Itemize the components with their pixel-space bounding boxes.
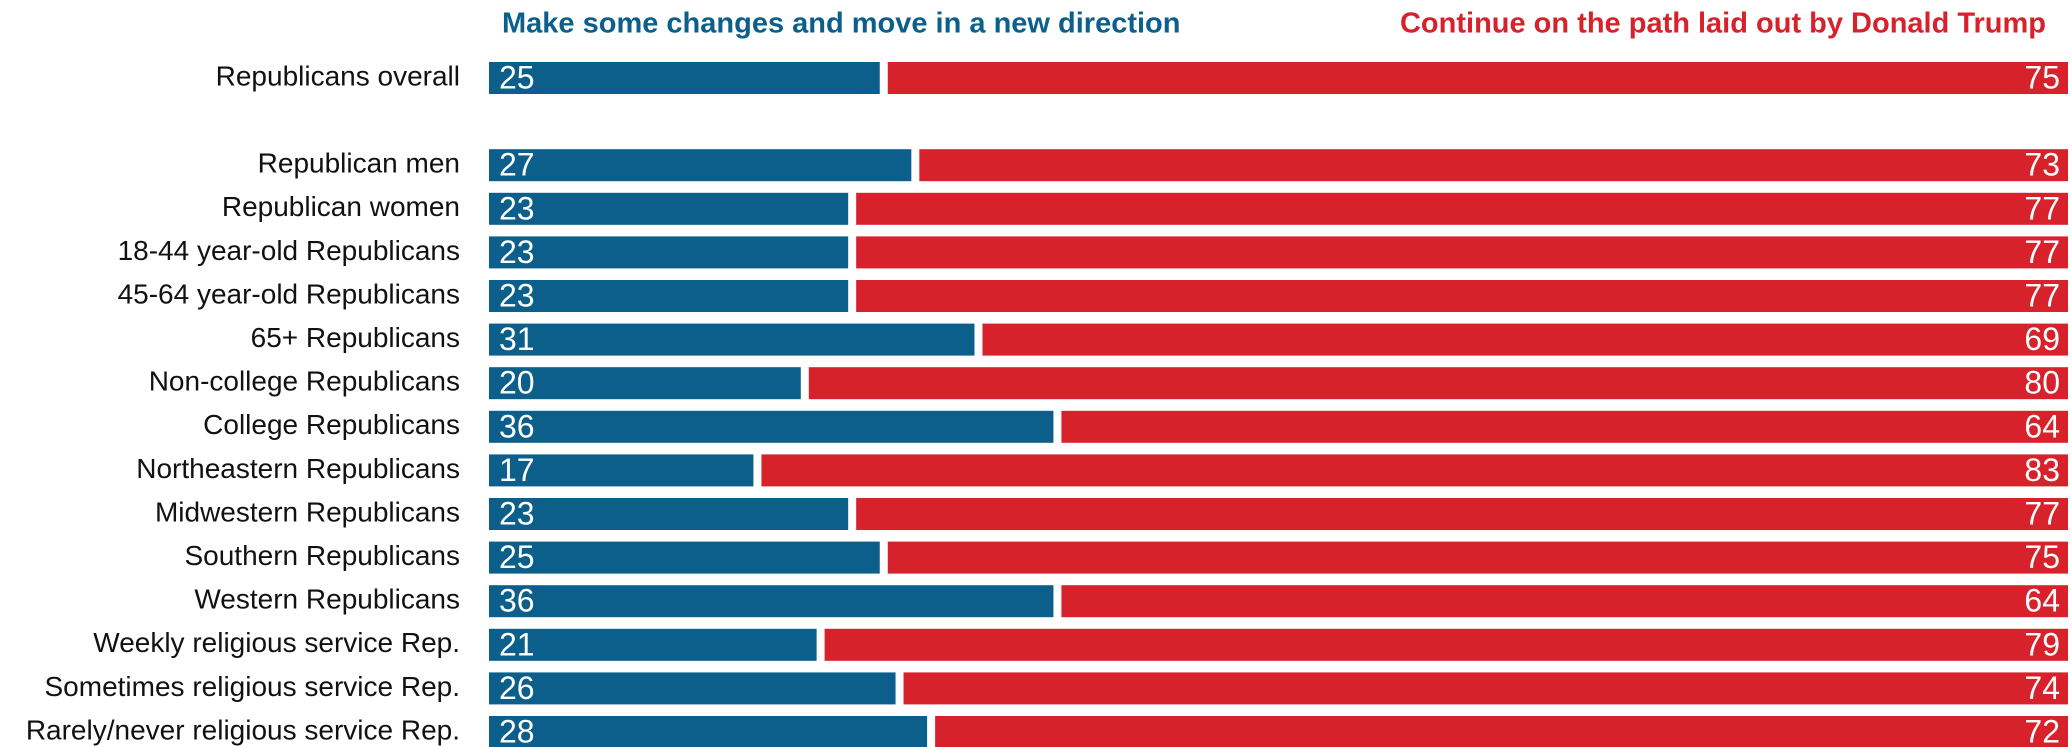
bar-segment bbox=[903, 672, 2068, 705]
value-label: 27 bbox=[499, 147, 535, 183]
category-label: Western Republicans bbox=[194, 584, 460, 615]
bar-segment bbox=[808, 367, 2068, 400]
value-label: 28 bbox=[499, 713, 535, 747]
bar-segment bbox=[489, 323, 975, 356]
bar-segment bbox=[919, 149, 2068, 182]
category-label: Rarely/never religious service Rep. bbox=[26, 714, 460, 745]
bar-segment bbox=[887, 62, 2068, 94]
value-label: 20 bbox=[499, 365, 535, 401]
category-label: 45-64 year-old Republicans bbox=[118, 278, 460, 309]
legend-label: Make some changes and move in a new dire… bbox=[502, 8, 1180, 40]
category-label: Sometimes religious service Rep. bbox=[45, 671, 461, 702]
bar-segment bbox=[856, 236, 2069, 269]
bar-segment bbox=[489, 280, 849, 312]
value-label: 73 bbox=[2024, 147, 2060, 183]
category-label: Weekly religious service Rep. bbox=[93, 627, 460, 658]
value-label: 17 bbox=[499, 452, 535, 488]
value-label: 36 bbox=[499, 583, 535, 619]
category-label: 18-44 year-old Republicans bbox=[118, 235, 460, 266]
bar-segment bbox=[982, 323, 2068, 356]
value-label: 26 bbox=[499, 670, 535, 706]
bar-segment bbox=[856, 280, 2069, 312]
category-label: College Republicans bbox=[203, 409, 460, 440]
value-label: 72 bbox=[2024, 713, 2060, 747]
value-label: 75 bbox=[2024, 539, 2060, 575]
bar-segment bbox=[489, 585, 1054, 618]
value-label: 77 bbox=[2024, 190, 2060, 226]
value-label: 23 bbox=[499, 190, 535, 226]
value-label: 83 bbox=[2024, 452, 2060, 488]
category-label: Midwestern Republicans bbox=[155, 496, 460, 527]
value-label: 23 bbox=[499, 277, 535, 313]
value-label: 31 bbox=[499, 321, 535, 357]
category-label: Non-college Republicans bbox=[149, 366, 460, 397]
bar-segment bbox=[489, 454, 754, 487]
bar-segment bbox=[856, 498, 2069, 530]
value-label: 21 bbox=[499, 626, 535, 662]
bar-segment bbox=[489, 541, 880, 574]
value-label: 74 bbox=[2024, 670, 2060, 706]
value-label: 77 bbox=[2024, 234, 2060, 270]
category-label: Northeastern Republicans bbox=[136, 453, 460, 484]
bar-segment bbox=[489, 367, 801, 400]
bar-segment bbox=[935, 716, 2068, 747]
value-label: 79 bbox=[2024, 626, 2060, 662]
category-label: Southern Republicans bbox=[184, 540, 460, 571]
category-label: Republican men bbox=[258, 148, 460, 179]
value-label: 23 bbox=[499, 234, 535, 270]
value-label: 23 bbox=[499, 495, 535, 531]
bar-segment bbox=[887, 541, 2068, 574]
value-label: 80 bbox=[2024, 365, 2060, 401]
category-label: Republicans overall bbox=[216, 60, 460, 91]
value-label: 25 bbox=[499, 539, 535, 575]
bar-segment bbox=[489, 236, 849, 269]
value-label: 75 bbox=[2024, 59, 2060, 95]
value-label: 77 bbox=[2024, 495, 2060, 531]
value-label: 36 bbox=[499, 408, 535, 444]
bar-segment bbox=[489, 498, 849, 530]
category-label: 65+ Republicans bbox=[251, 322, 460, 353]
legend-label: Continue on the path laid out by Donald … bbox=[1400, 8, 2046, 40]
bar-segment bbox=[761, 454, 2069, 487]
bar-segment bbox=[1061, 410, 2068, 443]
value-label: 64 bbox=[2024, 408, 2060, 444]
value-label: 64 bbox=[2024, 583, 2060, 619]
category-label: Republican women bbox=[222, 191, 460, 222]
value-label: 77 bbox=[2024, 277, 2060, 313]
bar-segment bbox=[489, 716, 928, 747]
bar-segment bbox=[489, 410, 1054, 443]
bar-segment bbox=[489, 149, 912, 182]
bar-segment bbox=[489, 628, 817, 661]
bar-segment bbox=[1061, 585, 2068, 618]
bar-segment bbox=[489, 62, 880, 94]
bar-segment bbox=[489, 672, 896, 705]
bar-segment bbox=[824, 628, 2068, 661]
value-label: 69 bbox=[2024, 321, 2060, 357]
bar-segment bbox=[856, 192, 2069, 225]
bar-segment bbox=[489, 192, 849, 225]
value-label: 25 bbox=[499, 59, 535, 95]
